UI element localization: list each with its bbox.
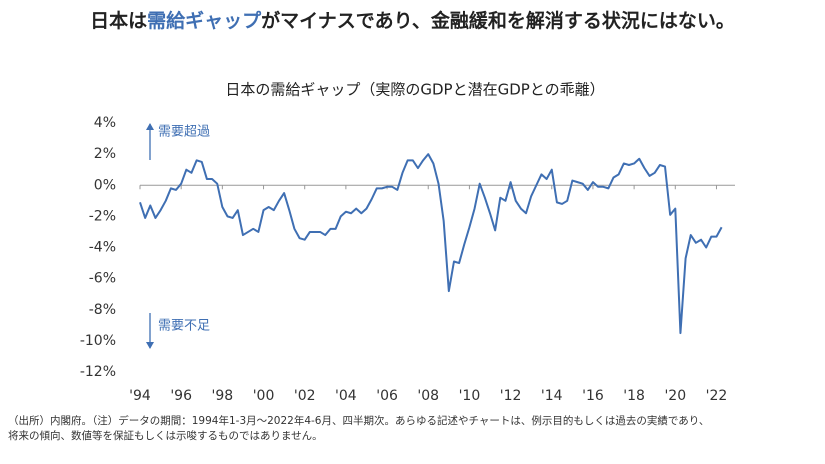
footnote-line: 将来の傾向、数値等を保証もしくは示唆するものではありません。 xyxy=(8,430,323,442)
x-tick-label: '98 xyxy=(212,388,234,404)
x-tick-label: '00 xyxy=(253,388,275,404)
y-tick-label: -6% xyxy=(89,271,116,287)
headline: 日本は需給ギャップがマイナスであり、金融緩和を解消する状況にはない。 xyxy=(0,6,825,33)
data-line xyxy=(139,153,723,335)
x-tick-label: '22 xyxy=(706,388,728,404)
x-tick-label: '04 xyxy=(335,388,357,404)
headline-text: がマイナスであり、金融緩和を解消する状況にはない。 xyxy=(261,10,735,32)
y-tick-label: -2% xyxy=(89,208,116,224)
x-tick-label: '08 xyxy=(417,388,439,404)
x-tick-label: '06 xyxy=(376,388,398,404)
arrow-head xyxy=(146,342,154,349)
y-tick-label: 0% xyxy=(94,177,116,193)
chart-title: 日本の需給ギャップ（実際のGDPと潜在GDPとの乖離） xyxy=(225,81,604,99)
x-tick-label: '14 xyxy=(541,388,563,404)
annotation: 需要超過 xyxy=(158,125,210,140)
y-tick-label: -8% xyxy=(89,302,116,318)
annotation: 需要不足 xyxy=(158,319,210,334)
x-tick-label: '20 xyxy=(664,388,686,404)
footnote: （出所）内閣府。（注）データの期間：1994年1-3月～2022年4-6月、四半… xyxy=(8,414,818,444)
arrow-head xyxy=(146,123,154,130)
x-tick-label: '02 xyxy=(294,388,316,404)
y-tick-label: 4% xyxy=(94,115,116,131)
x-tick-label: '96 xyxy=(170,388,192,404)
y-tick-label: -12% xyxy=(80,364,116,380)
x-tick-label: '18 xyxy=(623,388,645,404)
x-tick-label: '16 xyxy=(582,388,604,404)
y-tick-label: 2% xyxy=(94,146,116,162)
y-tick-label: -4% xyxy=(89,240,116,256)
headline-highlight: 需給ギャップ xyxy=(147,10,262,32)
y-tick-label: -10% xyxy=(80,333,116,349)
x-tick-label: '10 xyxy=(459,388,481,404)
x-tick-label: '12 xyxy=(500,388,522,404)
headline-text: 日本は xyxy=(90,10,148,32)
x-tick-label: '94 xyxy=(129,388,151,404)
chart: 日本の需給ギャップ（実際のGDPと潜在GDPとの乖離） 需要超過 需要不足 4%… xyxy=(80,81,735,404)
footnote-line: （出所）内閣府。（注）データの期間：1994年1-3月～2022年4-6月、四半… xyxy=(8,415,710,427)
